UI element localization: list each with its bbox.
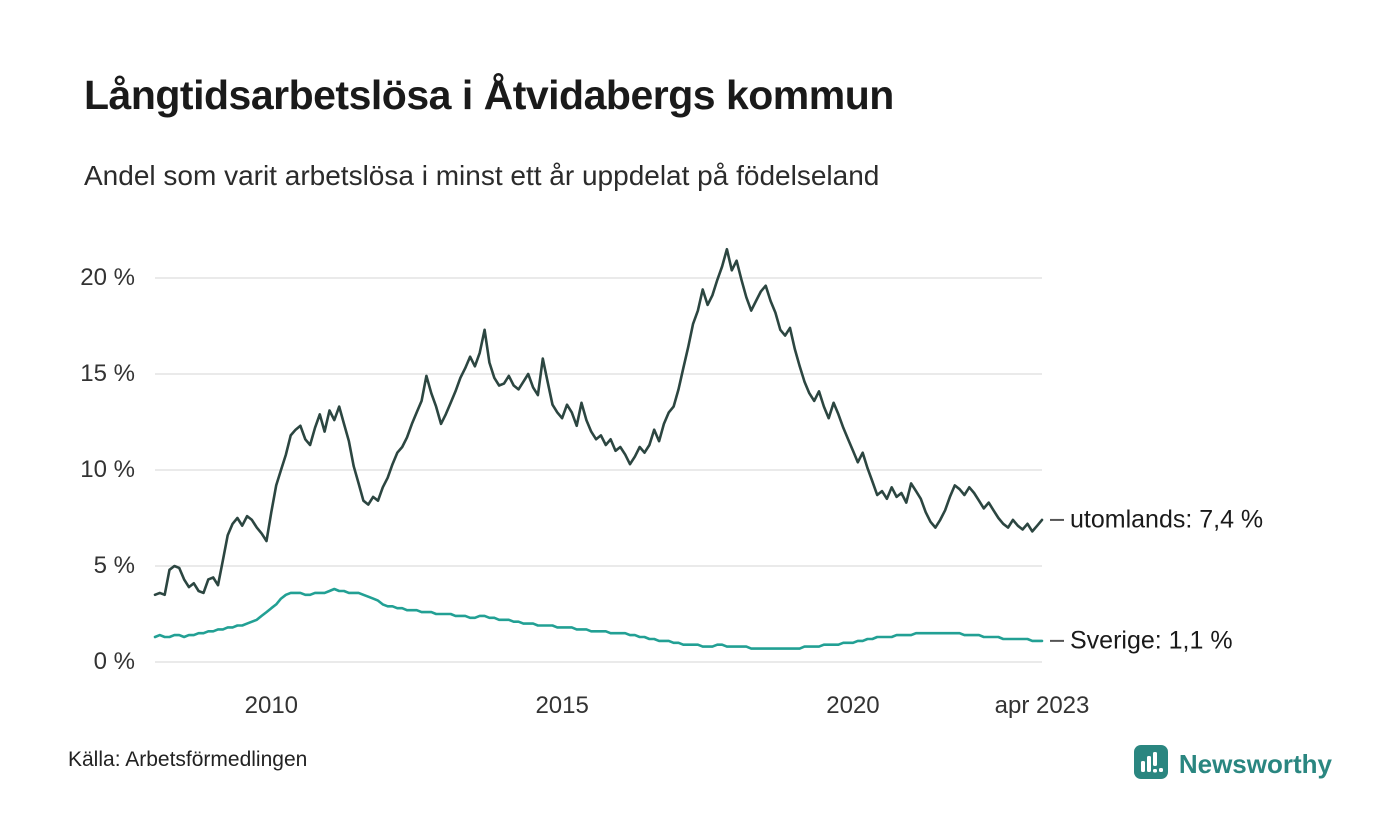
x-tick-1: 2015: [535, 692, 589, 719]
y-tick-4: 20 %: [80, 264, 135, 291]
page-subtitle: Andel som varit arbetslösa i minst ett å…: [84, 160, 880, 191]
newsworthy-chart-icon: [1133, 744, 1169, 785]
y-tick-0: 0 %: [93, 648, 135, 675]
y-tick-3: 15 %: [80, 360, 135, 387]
y-tick-1: 5 %: [93, 552, 135, 579]
page-title: Långtidsarbetslösa i Åtvidabergs kommun: [84, 72, 894, 118]
x-tick-0: 2010: [244, 692, 299, 719]
x-tick-3: apr 2023: [994, 692, 1090, 719]
series-end-label-sverige: Sverige: 1,1 %: [1070, 626, 1233, 655]
x-tick-2: 2020: [826, 692, 880, 719]
series-end-label-utomlands: utomlands: 7,4 %: [1070, 505, 1264, 534]
newsworthy-wordmark: Newsworthy: [1178, 749, 1332, 779]
newsworthy-logo: Newsworthy: [1133, 744, 1332, 785]
y-tick-2: 10 %: [80, 456, 135, 483]
source-note: Källa: Arbetsförmedlingen: [68, 748, 308, 771]
